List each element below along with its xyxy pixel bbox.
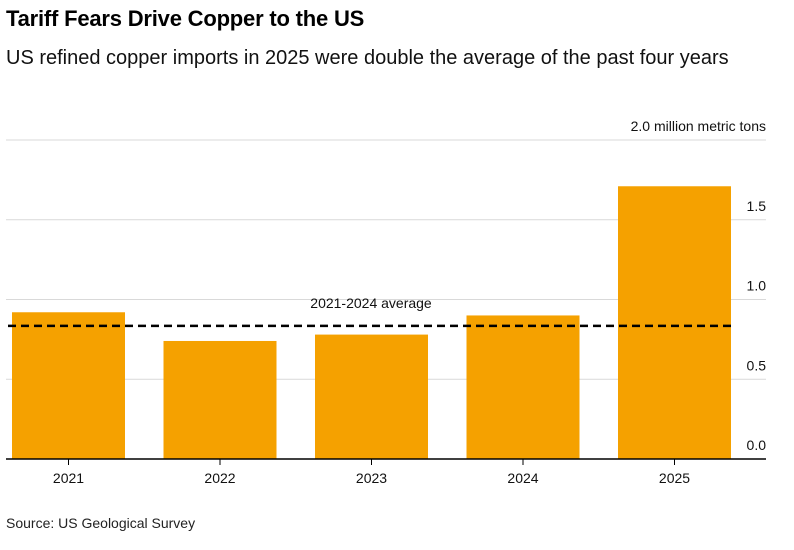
average-line-group: 2021-2024 average <box>8 295 732 328</box>
bars <box>12 186 731 459</box>
bar-2021 <box>12 312 125 459</box>
chart-title: Tariff Fears Drive Copper to the US <box>6 6 365 31</box>
x-tick-label: 2021 <box>53 470 84 486</box>
y-tick-label: 1.0 <box>747 278 767 294</box>
y-tick-label: 0.5 <box>747 357 767 373</box>
chart-subtitle: US refined copper imports in 2025 were d… <box>6 47 729 69</box>
y-axis-unit-label: 2.0 million metric tons <box>631 118 766 134</box>
average-line-label: 2021-2024 average <box>310 295 432 311</box>
source-note: Source: US Geological Survey <box>6 515 196 531</box>
x-axis-labels: 2021 2022 2023 2024 2025 <box>53 459 690 486</box>
bar-2023 <box>315 334 428 459</box>
x-tick-label: 2022 <box>204 470 235 486</box>
bar-2024 <box>466 315 580 459</box>
y-axis-ticks: 0.0 0.5 1.0 1.5 2.0 million metric tons <box>631 118 767 453</box>
x-tick-label: 2025 <box>659 470 690 486</box>
y-tick-label: 1.5 <box>747 198 767 214</box>
bar-2022 <box>163 340 277 459</box>
x-tick-label: 2024 <box>507 470 538 486</box>
bar-2025 <box>618 186 731 459</box>
x-tick-label: 2023 <box>356 470 387 486</box>
y-tick-label: 0.0 <box>747 437 767 453</box>
